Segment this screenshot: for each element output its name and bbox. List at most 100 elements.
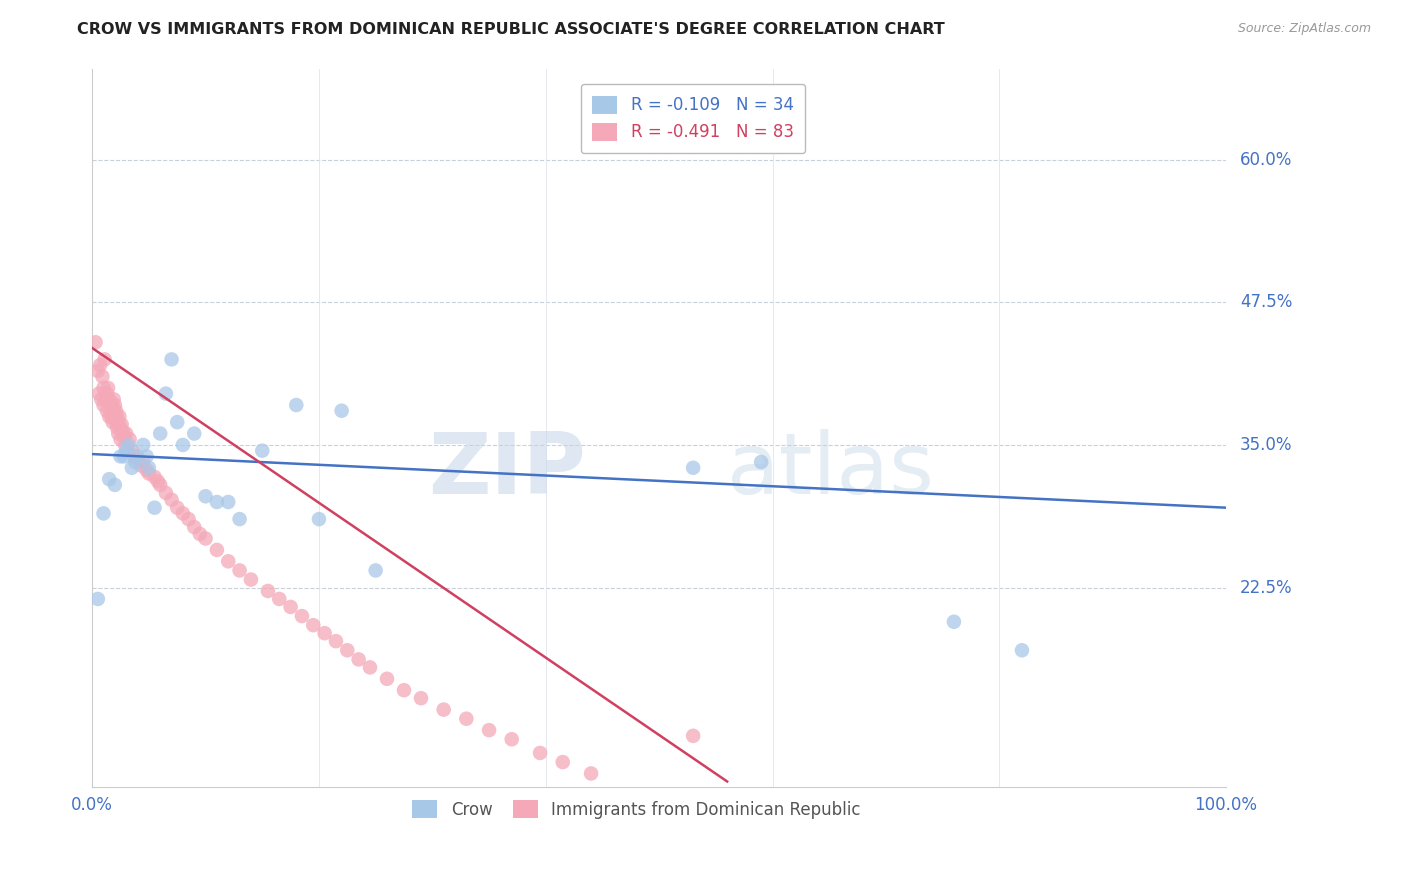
Text: ZIP: ZIP xyxy=(427,429,585,513)
Point xyxy=(110,421,132,435)
Point xyxy=(166,500,188,515)
Point xyxy=(132,455,155,469)
Point xyxy=(302,618,325,632)
Text: atlas: atlas xyxy=(727,429,935,513)
Point xyxy=(579,766,602,780)
Point xyxy=(257,584,280,599)
Point xyxy=(285,398,308,412)
Text: Source: ZipAtlas.com: Source: ZipAtlas.com xyxy=(1237,22,1371,36)
Point xyxy=(146,475,169,489)
Text: 47.5%: 47.5% xyxy=(1240,293,1292,311)
Point xyxy=(118,432,141,446)
Point xyxy=(114,438,136,452)
Point xyxy=(87,386,110,401)
Point xyxy=(194,489,217,503)
Point xyxy=(364,563,387,577)
Point xyxy=(100,398,122,412)
Point xyxy=(392,683,415,698)
Point xyxy=(121,443,143,458)
Text: CROW VS IMMIGRANTS FROM DOMINICAN REPUBLIC ASSOCIATE'S DEGREE CORRELATION CHART: CROW VS IMMIGRANTS FROM DOMINICAN REPUBL… xyxy=(77,22,945,37)
Point xyxy=(111,424,134,438)
Point xyxy=(98,472,121,486)
Point xyxy=(96,386,118,401)
Point xyxy=(188,527,211,541)
Point xyxy=(682,460,704,475)
Point xyxy=(101,415,124,429)
Point xyxy=(98,398,121,412)
Legend: Crow, Immigrants from Dominican Republic: Crow, Immigrants from Dominican Republic xyxy=(406,794,868,826)
Point xyxy=(375,672,398,686)
Point xyxy=(291,609,314,624)
Point xyxy=(143,470,166,484)
Point xyxy=(121,460,143,475)
Point xyxy=(409,691,432,706)
Point xyxy=(160,352,183,367)
Point xyxy=(103,392,125,407)
Point xyxy=(103,403,125,417)
Point xyxy=(115,443,138,458)
Point xyxy=(87,591,110,606)
Point xyxy=(107,415,129,429)
Point xyxy=(112,429,135,443)
Point xyxy=(84,335,107,350)
Point xyxy=(160,492,183,507)
Point xyxy=(239,573,262,587)
Point xyxy=(117,443,139,458)
Point xyxy=(115,426,138,441)
Point xyxy=(749,455,772,469)
Point xyxy=(529,746,551,760)
Point xyxy=(149,426,172,441)
Point xyxy=(127,450,149,464)
Point xyxy=(96,403,118,417)
Point xyxy=(90,392,112,407)
Point xyxy=(551,755,574,769)
Point xyxy=(172,438,194,452)
Point xyxy=(183,426,205,441)
Point xyxy=(135,450,157,464)
Point xyxy=(143,500,166,515)
Point xyxy=(104,478,127,492)
Point xyxy=(314,626,336,640)
Point xyxy=(177,512,200,526)
Text: 35.0%: 35.0% xyxy=(1240,436,1292,454)
Point xyxy=(107,426,129,441)
Point xyxy=(93,381,115,395)
Point xyxy=(183,520,205,534)
Point xyxy=(194,532,217,546)
Point xyxy=(135,463,157,477)
Point xyxy=(330,403,353,417)
Point xyxy=(104,403,127,417)
Point xyxy=(942,615,965,629)
Point xyxy=(110,450,132,464)
Text: 60.0%: 60.0% xyxy=(1240,151,1292,169)
Point xyxy=(347,652,370,666)
Point xyxy=(138,460,160,475)
Point xyxy=(252,443,274,458)
Point xyxy=(97,381,120,395)
Point xyxy=(166,415,188,429)
Point xyxy=(127,451,149,466)
Point xyxy=(124,455,146,469)
Point xyxy=(108,409,131,424)
Point xyxy=(100,409,122,424)
Point xyxy=(138,467,160,481)
Point xyxy=(110,432,132,446)
Point xyxy=(129,458,152,473)
Point xyxy=(336,643,359,657)
Point xyxy=(501,732,523,747)
Point xyxy=(94,392,117,407)
Point xyxy=(104,398,127,412)
Point xyxy=(101,403,124,417)
Point xyxy=(93,507,115,521)
Point xyxy=(89,358,111,372)
Point xyxy=(93,352,115,367)
Point xyxy=(112,450,135,464)
Point xyxy=(682,729,704,743)
Point xyxy=(269,591,291,606)
Point xyxy=(111,417,134,432)
Point xyxy=(87,364,110,378)
Point xyxy=(228,563,250,577)
Text: 22.5%: 22.5% xyxy=(1240,579,1292,597)
Point xyxy=(1011,643,1033,657)
Point xyxy=(205,495,228,509)
